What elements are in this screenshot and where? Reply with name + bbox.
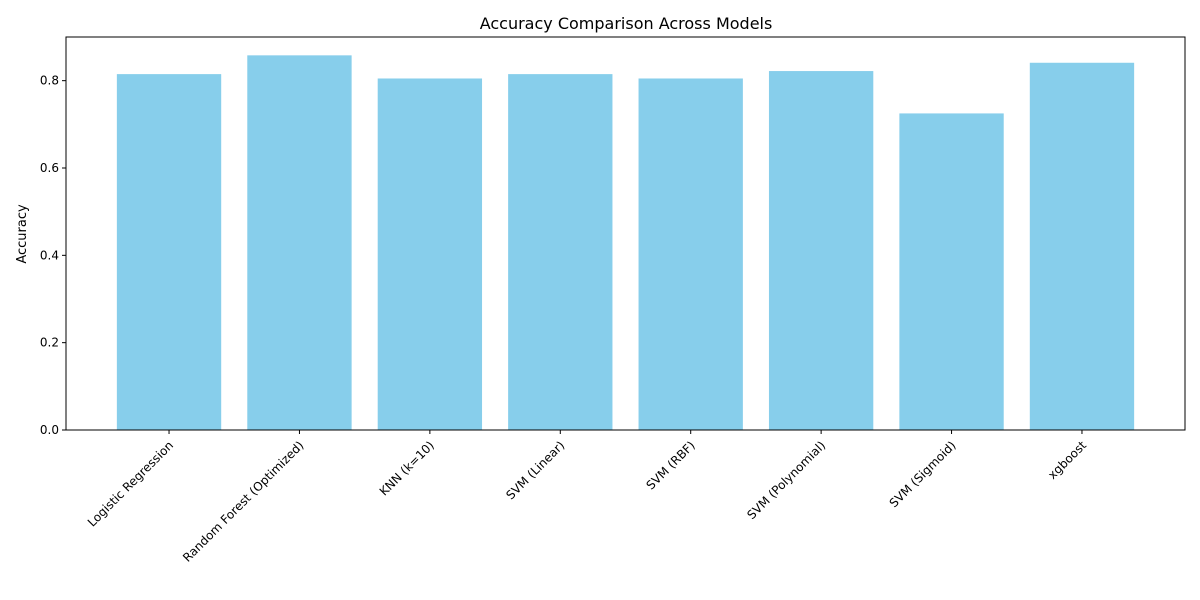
y-tick-label-3: 0.6	[40, 161, 59, 175]
bar-7	[1029, 62, 1135, 430]
x-tick-label-6: SVM (Sigmoid)	[887, 438, 959, 510]
y-tick-label-4: 0.8	[40, 74, 59, 88]
bar-6	[899, 113, 1004, 431]
y-axis-ticks: 0.0 0.2 0.4 0.6 0.8	[40, 74, 66, 437]
y-tick-label-1: 0.2	[40, 336, 59, 350]
chart-title: Accuracy Comparison Across Models	[480, 14, 773, 33]
y-axis-label: Accuracy	[15, 204, 30, 264]
x-tick-label-1: Random Forest (Optimized)	[180, 438, 307, 565]
x-tick-label-7: xgboost	[1045, 438, 1089, 482]
bar-5	[768, 71, 874, 430]
plot-frame	[65, 36, 1186, 431]
y-tick-label-2: 0.4	[40, 248, 59, 262]
bar-3	[508, 74, 613, 430]
x-axis-ticks: Logistic Regression Random Forest (Optimi…	[85, 430, 1089, 565]
x-tick-label-0: Logistic Regression	[85, 438, 176, 529]
x-tick-label-5: SVM (Polynomial)	[744, 438, 828, 522]
bar-4	[638, 78, 743, 430]
bars-layer	[116, 55, 1135, 431]
bar-2	[377, 78, 483, 430]
x-tick-label-4: SVM (RBF)	[643, 438, 697, 492]
x-tick-label-2: KNN (k=10)	[377, 438, 437, 498]
bar-1	[247, 55, 352, 431]
bar-0	[116, 74, 222, 430]
y-tick-label-0: 0.0	[40, 423, 59, 437]
x-tick-label-3: SVM (Linear)	[503, 438, 567, 502]
